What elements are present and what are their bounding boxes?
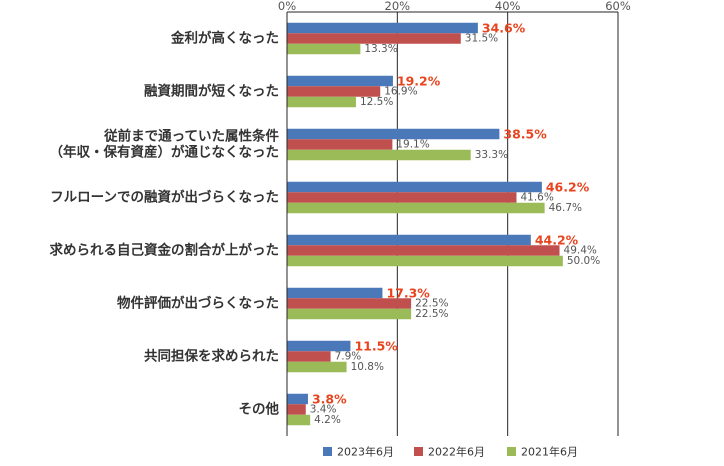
bar [287, 202, 545, 214]
data-label: 19.1% [396, 139, 429, 151]
bar [287, 245, 560, 256]
data-label: 10.8% [351, 361, 384, 373]
legend-swatch [414, 447, 423, 456]
category-label: 求められる自己資金の割合が上がった [50, 242, 280, 259]
data-label: 50.0% [567, 255, 600, 267]
data-label: 31.5% [465, 33, 498, 45]
category-label: 金利が高くなった [170, 30, 279, 47]
bar [287, 149, 471, 161]
data-label: 7.9% [335, 351, 362, 363]
data-label: 49.4% [564, 245, 597, 257]
category-label: その他 [239, 401, 280, 418]
data-label: 3.4% [310, 404, 337, 416]
bar [287, 298, 412, 309]
data-label: 11.5% [354, 339, 398, 354]
bar [287, 22, 478, 34]
legend-label: 2021年6月 [521, 445, 578, 459]
legend-label: 2023年6月 [337, 445, 394, 459]
x-tick-label: 20% [385, 0, 411, 13]
bar [287, 192, 517, 203]
bar [287, 43, 361, 55]
bar [287, 96, 356, 108]
category-label: フルローンでの融資が出づらくなった [50, 189, 279, 206]
category-label: （年収・保有資産）が通じなくなった [50, 144, 280, 161]
bar [287, 308, 412, 320]
legend-swatch [507, 447, 516, 456]
bar [287, 75, 393, 87]
data-label: 33.3% [475, 149, 508, 161]
data-label: 38.5% [503, 127, 547, 142]
data-label: 13.3% [364, 43, 397, 55]
bar [287, 414, 311, 426]
data-label: 3.8% [312, 392, 347, 407]
data-label: 22.5% [415, 308, 448, 320]
data-label: 46.7% [549, 202, 582, 214]
category-label: 物件評価が出づらくなった [117, 295, 279, 312]
data-label: 22.5% [415, 298, 448, 310]
data-label: 44.2% [535, 233, 579, 248]
data-label: 16.9% [384, 86, 417, 98]
bar [287, 255, 563, 267]
bar [287, 234, 531, 246]
data-label: 34.6% [482, 21, 526, 36]
bar [287, 128, 500, 140]
data-label: 12.5% [360, 96, 393, 108]
x-tick-label: 40% [495, 0, 521, 13]
category-label: 融資期間が短くなった [144, 83, 279, 100]
data-label: 46.2% [546, 180, 590, 195]
bar [287, 86, 381, 97]
bar [287, 139, 393, 150]
x-tick-label: 0% [278, 0, 296, 13]
data-label: 41.6% [520, 192, 553, 204]
bar [287, 361, 347, 373]
bar [287, 393, 308, 405]
bar [287, 404, 306, 415]
legend-label: 2022年6月 [428, 445, 485, 459]
bar [287, 351, 331, 362]
category-label: 共同担保を求められた [144, 348, 279, 365]
data-label: 17.3% [386, 286, 430, 301]
data-label: 4.2% [314, 414, 341, 426]
bar [287, 340, 351, 352]
data-label: 19.2% [397, 74, 441, 89]
bar [287, 287, 383, 299]
x-tick-label: 60% [605, 0, 631, 13]
bar [287, 181, 542, 193]
category-label: 従前まで通っていた属性条件 [103, 128, 279, 145]
bar [287, 33, 461, 44]
legend-swatch [323, 447, 332, 456]
